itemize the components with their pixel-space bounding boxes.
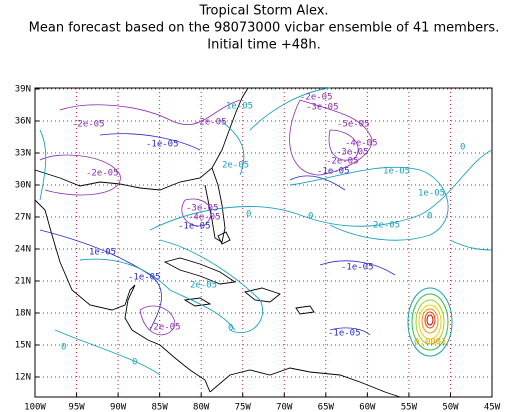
plot-frame xyxy=(34,87,493,398)
contour-label: 1e-05 xyxy=(226,102,253,112)
coastlines xyxy=(34,87,401,398)
contour-label: -1e-05 xyxy=(128,273,161,283)
y-tick-label: 24N xyxy=(15,245,31,255)
y-tick-label: 12N xyxy=(15,373,31,383)
y-tick-label: 36N xyxy=(15,117,31,127)
contour-label: -2e-05 xyxy=(300,93,333,103)
contour-label: 2e-05 xyxy=(222,161,249,171)
x-tick-label: 90W xyxy=(110,403,127,412)
contour-label: 1e-05 xyxy=(418,189,445,199)
x-tick-label: 100W xyxy=(24,403,46,412)
contour-label: 0 xyxy=(427,212,432,222)
contour-label: -1e-05 xyxy=(178,222,211,232)
contour-label: 0 xyxy=(61,343,66,353)
contour-label: -3e-05 xyxy=(336,148,369,158)
title: Tropical Storm Alex. xyxy=(198,4,328,19)
y-tick-label: 39N xyxy=(15,85,31,95)
storm-contours xyxy=(407,287,453,357)
contour-label: 0 xyxy=(308,212,313,222)
contour-label: -2e-05 xyxy=(86,169,119,179)
contour-label: 0.0001 xyxy=(414,338,447,348)
y-tick-label: 30N xyxy=(15,181,31,191)
contour-label: -2e-05 xyxy=(148,323,181,333)
contour-label: 2e-05 xyxy=(373,221,400,231)
title: Initial time +48h. xyxy=(207,38,320,53)
x-tick-label: 85W xyxy=(152,403,169,412)
contour-label: 0 xyxy=(246,210,251,220)
contour-label: -4e-05 xyxy=(345,139,378,149)
y-tick-label: 27N xyxy=(15,213,31,223)
x-tick-label: 75W xyxy=(235,403,252,412)
contour-label: -2e-05 xyxy=(326,157,359,167)
contour-label: 0 xyxy=(132,358,137,368)
x-tick-label: 50W xyxy=(442,403,459,412)
grid xyxy=(35,88,492,397)
x-tick-label: 55W xyxy=(401,403,418,412)
x-tick-label: 70W xyxy=(276,403,293,412)
contour-label: 1e-05 xyxy=(383,167,410,177)
contour-label: 0 xyxy=(460,143,465,153)
contour-label: -3e-05 xyxy=(186,204,219,214)
contour-label: -1e-05 xyxy=(317,167,350,177)
x-tick-label: 80W xyxy=(193,403,210,412)
y-tick-label: 21N xyxy=(15,277,31,287)
x-tick-label: 60W xyxy=(359,403,376,412)
contour-label: 1e-05 xyxy=(89,248,116,258)
contour-label: -2e-05 xyxy=(194,118,227,128)
y-tick-label: 15N xyxy=(15,341,31,351)
contour-label: 0 xyxy=(228,324,233,334)
y-tick-label: 18N xyxy=(15,309,31,319)
contour-label: -2e-05 xyxy=(72,120,105,130)
contour-label: 2e-05 xyxy=(190,281,217,291)
x-tick-label: 45W xyxy=(484,403,501,412)
title: Mean forecast based on the 98073000 vicb… xyxy=(29,21,500,36)
contour-label: -4e-05 xyxy=(188,213,221,223)
contour-label: -3e-05 xyxy=(306,103,339,113)
contour-label: -5e-05 xyxy=(337,120,370,130)
contours xyxy=(39,87,493,376)
contour-labels: -2e-05 1e-05 -3e-05 -2e-05 -2e-05 -5e-05… xyxy=(61,93,465,368)
contour-label: -1e-05 xyxy=(341,263,374,273)
y-tick-label: 33N xyxy=(15,149,31,159)
contour-label: -1e-05 xyxy=(328,329,361,339)
contour-label: -1e-05 xyxy=(146,140,179,150)
x-tick-label: 95W xyxy=(68,403,85,412)
x-tick-label: 65W xyxy=(318,403,335,412)
